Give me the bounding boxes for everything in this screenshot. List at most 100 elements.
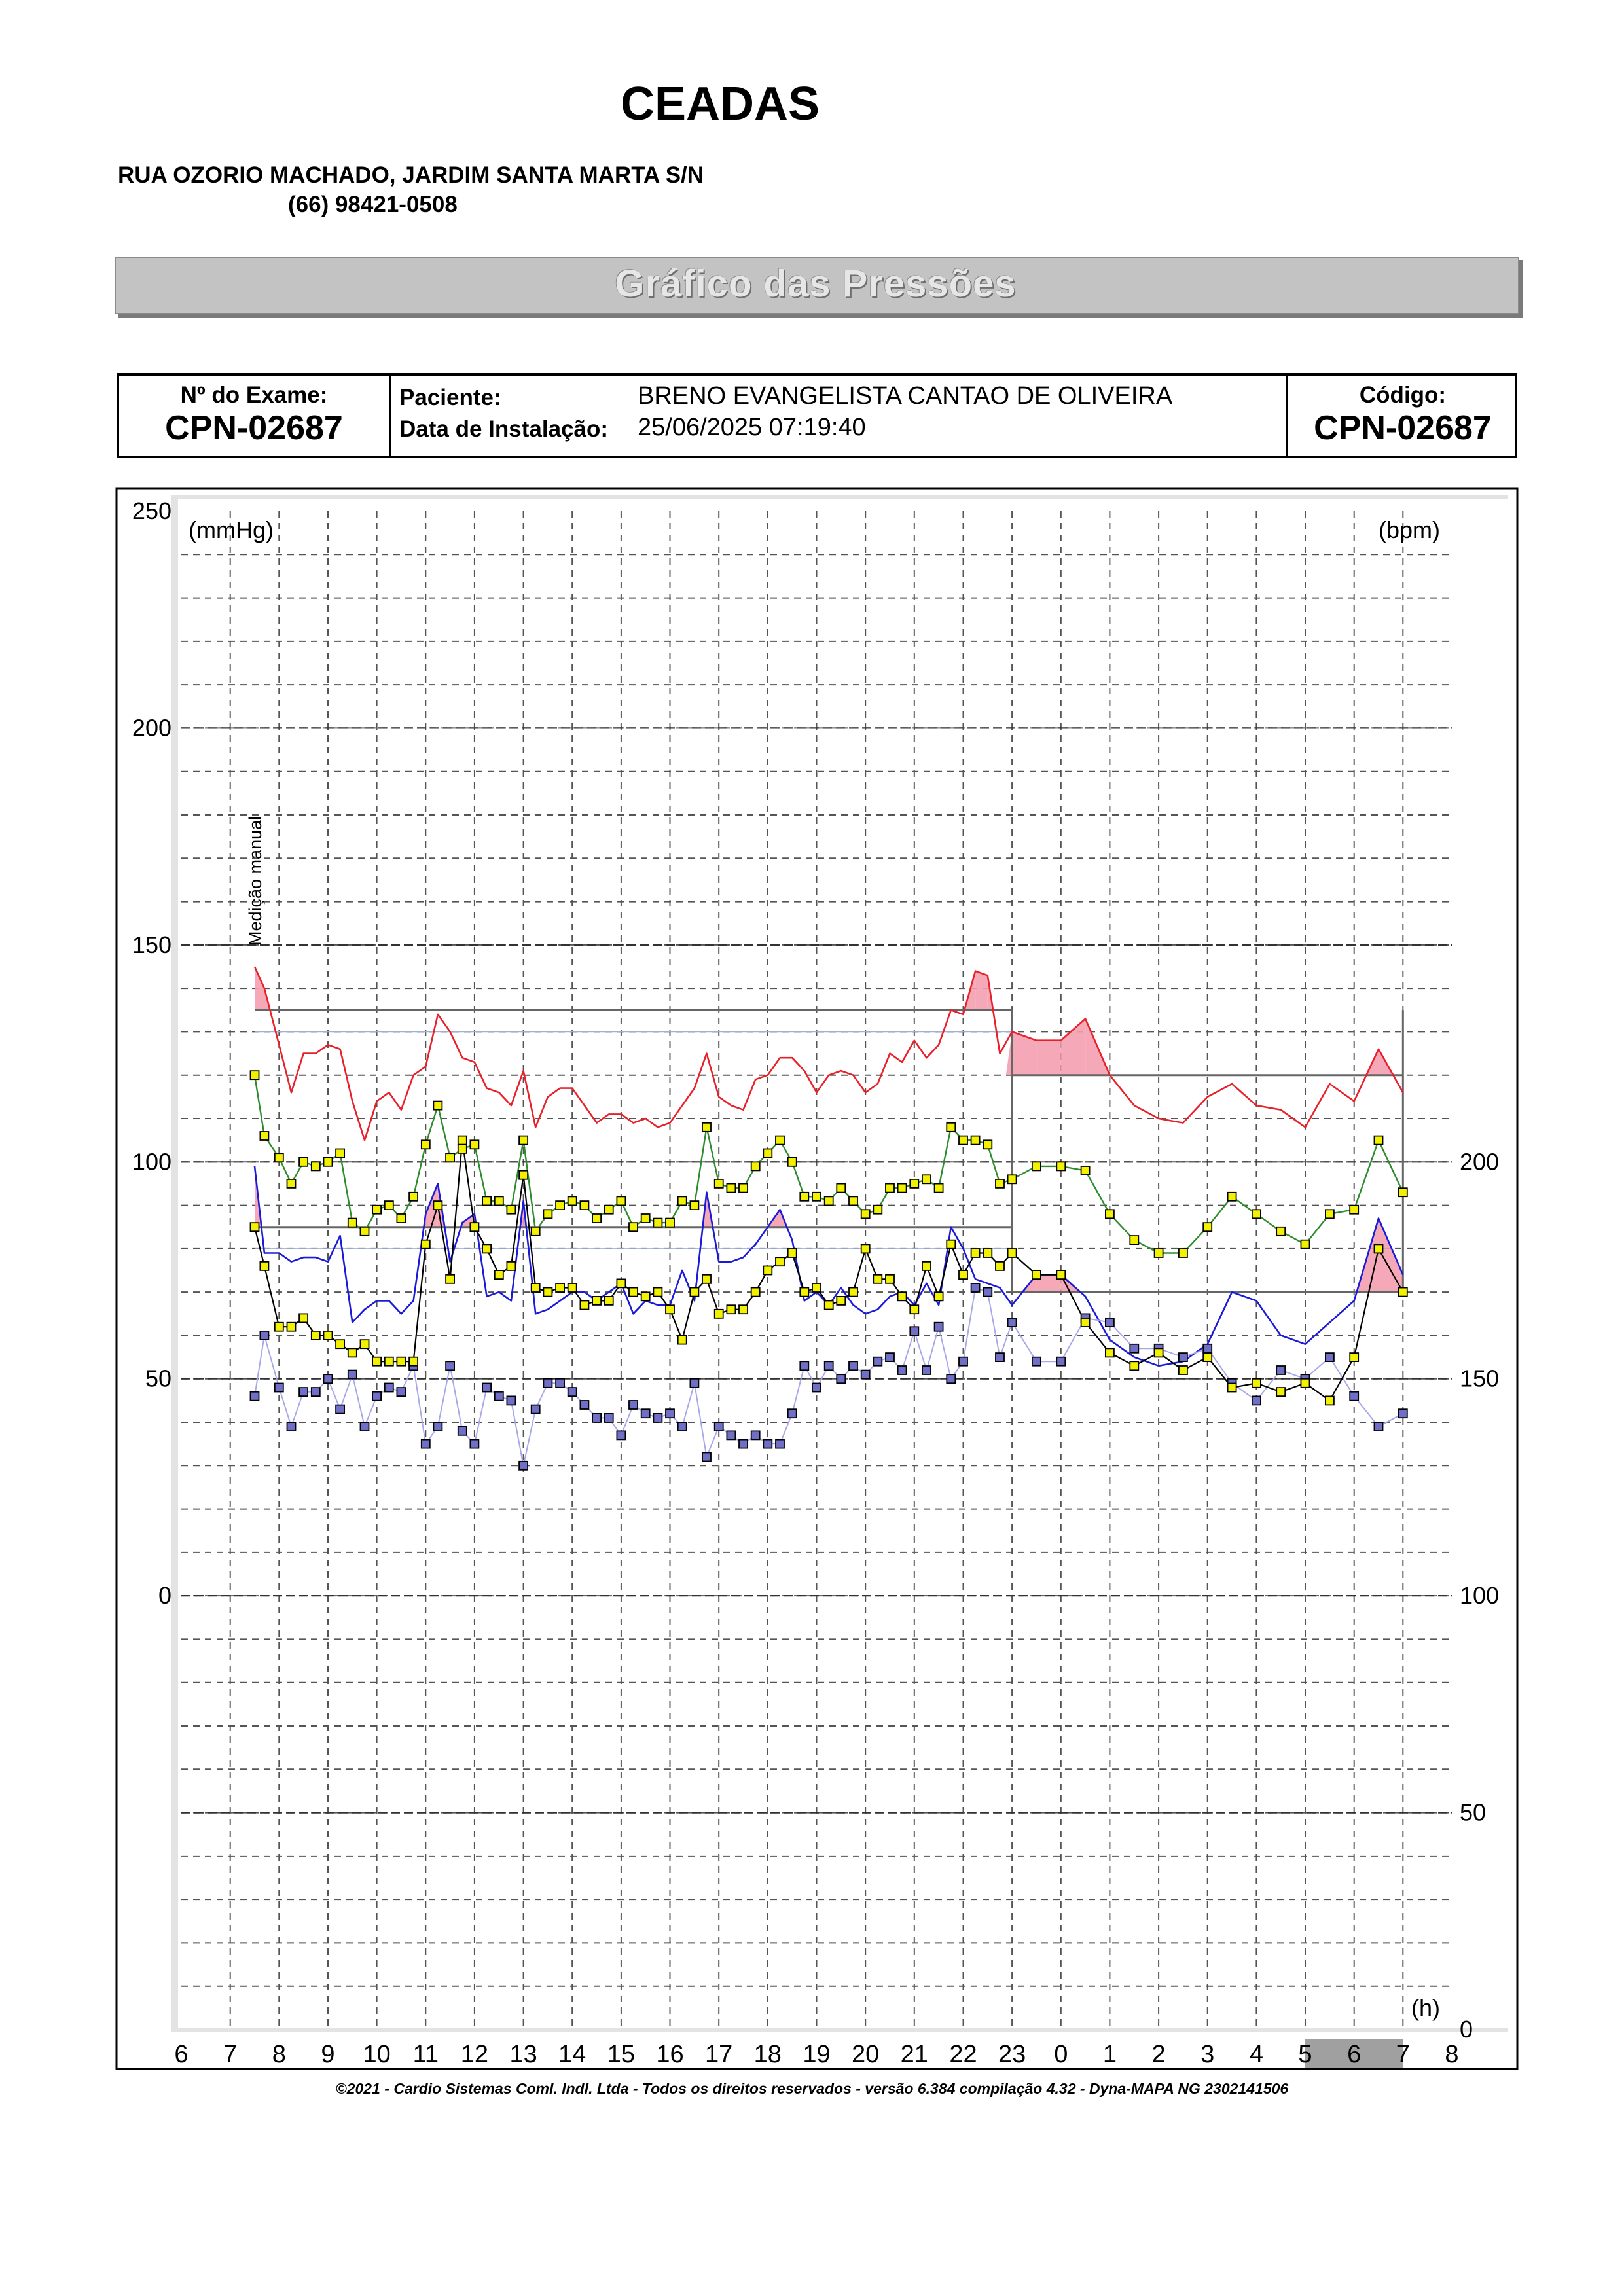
mean-point xyxy=(249,1070,260,1081)
bottom-series-point xyxy=(787,1248,797,1258)
heart-rate-point xyxy=(372,1391,382,1401)
time-axis-tick-label: 5 xyxy=(1298,2041,1312,2068)
heart-rate-point xyxy=(946,1374,956,1384)
bottom-series-point xyxy=(738,1304,748,1315)
bottom-series-point xyxy=(1153,1348,1164,1358)
time-axis-tick-label: 16 xyxy=(656,2041,683,2068)
systolic-excess-fill xyxy=(1060,1018,1086,1075)
mean-point xyxy=(1032,1161,1041,1172)
bottom-series-point xyxy=(897,1291,907,1302)
mean-point xyxy=(469,1139,480,1150)
bottom-series-point xyxy=(958,1270,968,1280)
diastolic-series-line xyxy=(253,1166,1404,1367)
mean-point xyxy=(347,1217,357,1228)
mean-point xyxy=(604,1204,614,1215)
heart-rate-point xyxy=(848,1361,858,1371)
mean-point xyxy=(1056,1161,1066,1172)
heart-rate-point xyxy=(1252,1395,1261,1406)
bottom-series-point xyxy=(259,1261,270,1271)
heart-rate-point xyxy=(347,1369,357,1380)
mean-point xyxy=(298,1157,309,1167)
time-axis-tick-label: 3 xyxy=(1200,2041,1214,2068)
patient-name: BRENO EVANGELISTA CANTAO DE OLIVEIRA xyxy=(638,382,1173,410)
heart-rate-point xyxy=(799,1361,810,1371)
heart-rate-point xyxy=(750,1430,761,1441)
mean-point xyxy=(1349,1204,1360,1215)
bottom-series-point xyxy=(506,1261,516,1271)
heart-rate-point xyxy=(323,1374,333,1384)
time-axis-tick-label: 18 xyxy=(754,2041,782,2068)
heart-rate-point xyxy=(359,1422,370,1432)
mean-point xyxy=(1080,1166,1091,1175)
time-axis-tick-label: 12 xyxy=(461,2041,488,2068)
mean-point xyxy=(482,1196,492,1206)
bottom-series-point xyxy=(384,1356,394,1367)
heart-rate-point xyxy=(592,1412,602,1423)
heart-rate-point xyxy=(653,1412,663,1423)
bottom-series-point xyxy=(1373,1244,1384,1254)
bottom-series-point xyxy=(983,1248,993,1258)
bottom-series-point xyxy=(836,1296,846,1306)
patient-label: Paciente: xyxy=(399,385,501,410)
bottom-series-point xyxy=(396,1356,406,1367)
mean-point xyxy=(335,1148,345,1158)
bottom-series-point xyxy=(873,1274,883,1284)
heart-rate-point xyxy=(1325,1352,1335,1363)
mean-point xyxy=(1129,1235,1140,1245)
mean-point xyxy=(860,1209,871,1219)
mean-point xyxy=(983,1139,993,1150)
bottom-series-point xyxy=(286,1321,297,1332)
bottom-series-point xyxy=(677,1335,687,1345)
time-axis-tick-label: 23 xyxy=(998,2041,1026,2068)
bottom-series-point xyxy=(763,1265,773,1276)
mean-point xyxy=(494,1196,504,1206)
bottom-series-point xyxy=(750,1287,761,1297)
mean-point xyxy=(567,1196,577,1206)
heart-rate-point xyxy=(812,1382,821,1393)
mean-point xyxy=(823,1196,834,1206)
right-axis-tick-label: 150 xyxy=(1460,1365,1499,1392)
systolic-excess-fill xyxy=(1005,1031,1013,1075)
heart-rate-point xyxy=(259,1331,270,1340)
bottom-series-point xyxy=(689,1287,700,1297)
mean-point xyxy=(897,1183,907,1193)
bottom-series-point xyxy=(933,1291,944,1302)
mean-point xyxy=(420,1139,431,1150)
bottom-series-point xyxy=(885,1274,895,1284)
heart-rate-point xyxy=(1032,1356,1041,1367)
mean-point xyxy=(543,1209,553,1219)
systolic-excess-fill xyxy=(1012,1031,1037,1075)
heart-rate-point xyxy=(249,1391,260,1401)
time-axis-tick-label: 8 xyxy=(272,2041,286,2068)
mean-point xyxy=(946,1122,956,1132)
time-axis-unit: (h) xyxy=(1411,1994,1440,2021)
heart-rate-point xyxy=(983,1287,993,1297)
mean-point xyxy=(628,1222,638,1232)
bottom-series-point xyxy=(1080,1318,1091,1327)
heart-rate-point xyxy=(873,1356,883,1367)
systolic-excess-fill xyxy=(975,971,988,1011)
mean-point xyxy=(384,1200,394,1210)
time-axis-tick-label: 7 xyxy=(223,2041,237,2068)
mean-point xyxy=(1178,1248,1188,1258)
bottom-series-point xyxy=(1178,1365,1188,1375)
code-value: CPN-02687 xyxy=(1314,409,1492,447)
mean-point xyxy=(530,1226,541,1236)
mean-point xyxy=(359,1226,370,1236)
heart-rate-point xyxy=(1202,1343,1213,1354)
bottom-series-point xyxy=(1349,1352,1360,1363)
copyright-footer: ©2021 - Cardio Sistemas Coml. Indl. Ltda… xyxy=(335,2080,1289,2097)
mean-point xyxy=(616,1196,626,1206)
heart-rate-point xyxy=(628,1400,638,1410)
mean-point xyxy=(408,1191,418,1202)
time-axis-tick-label: 6 xyxy=(1347,2041,1361,2068)
time-axis-tick-label: 0 xyxy=(1054,2041,1068,2068)
left-axis-tick-label: 50 xyxy=(145,1365,171,1392)
clinic-name: CEADAS xyxy=(620,78,820,130)
mean-point xyxy=(1007,1174,1017,1185)
heart-rate-point xyxy=(860,1369,871,1380)
mean-point xyxy=(909,1179,920,1189)
diastolic-excess-fill xyxy=(1036,1274,1061,1293)
mean-point xyxy=(259,1131,270,1141)
bottom-series-point xyxy=(482,1244,492,1254)
